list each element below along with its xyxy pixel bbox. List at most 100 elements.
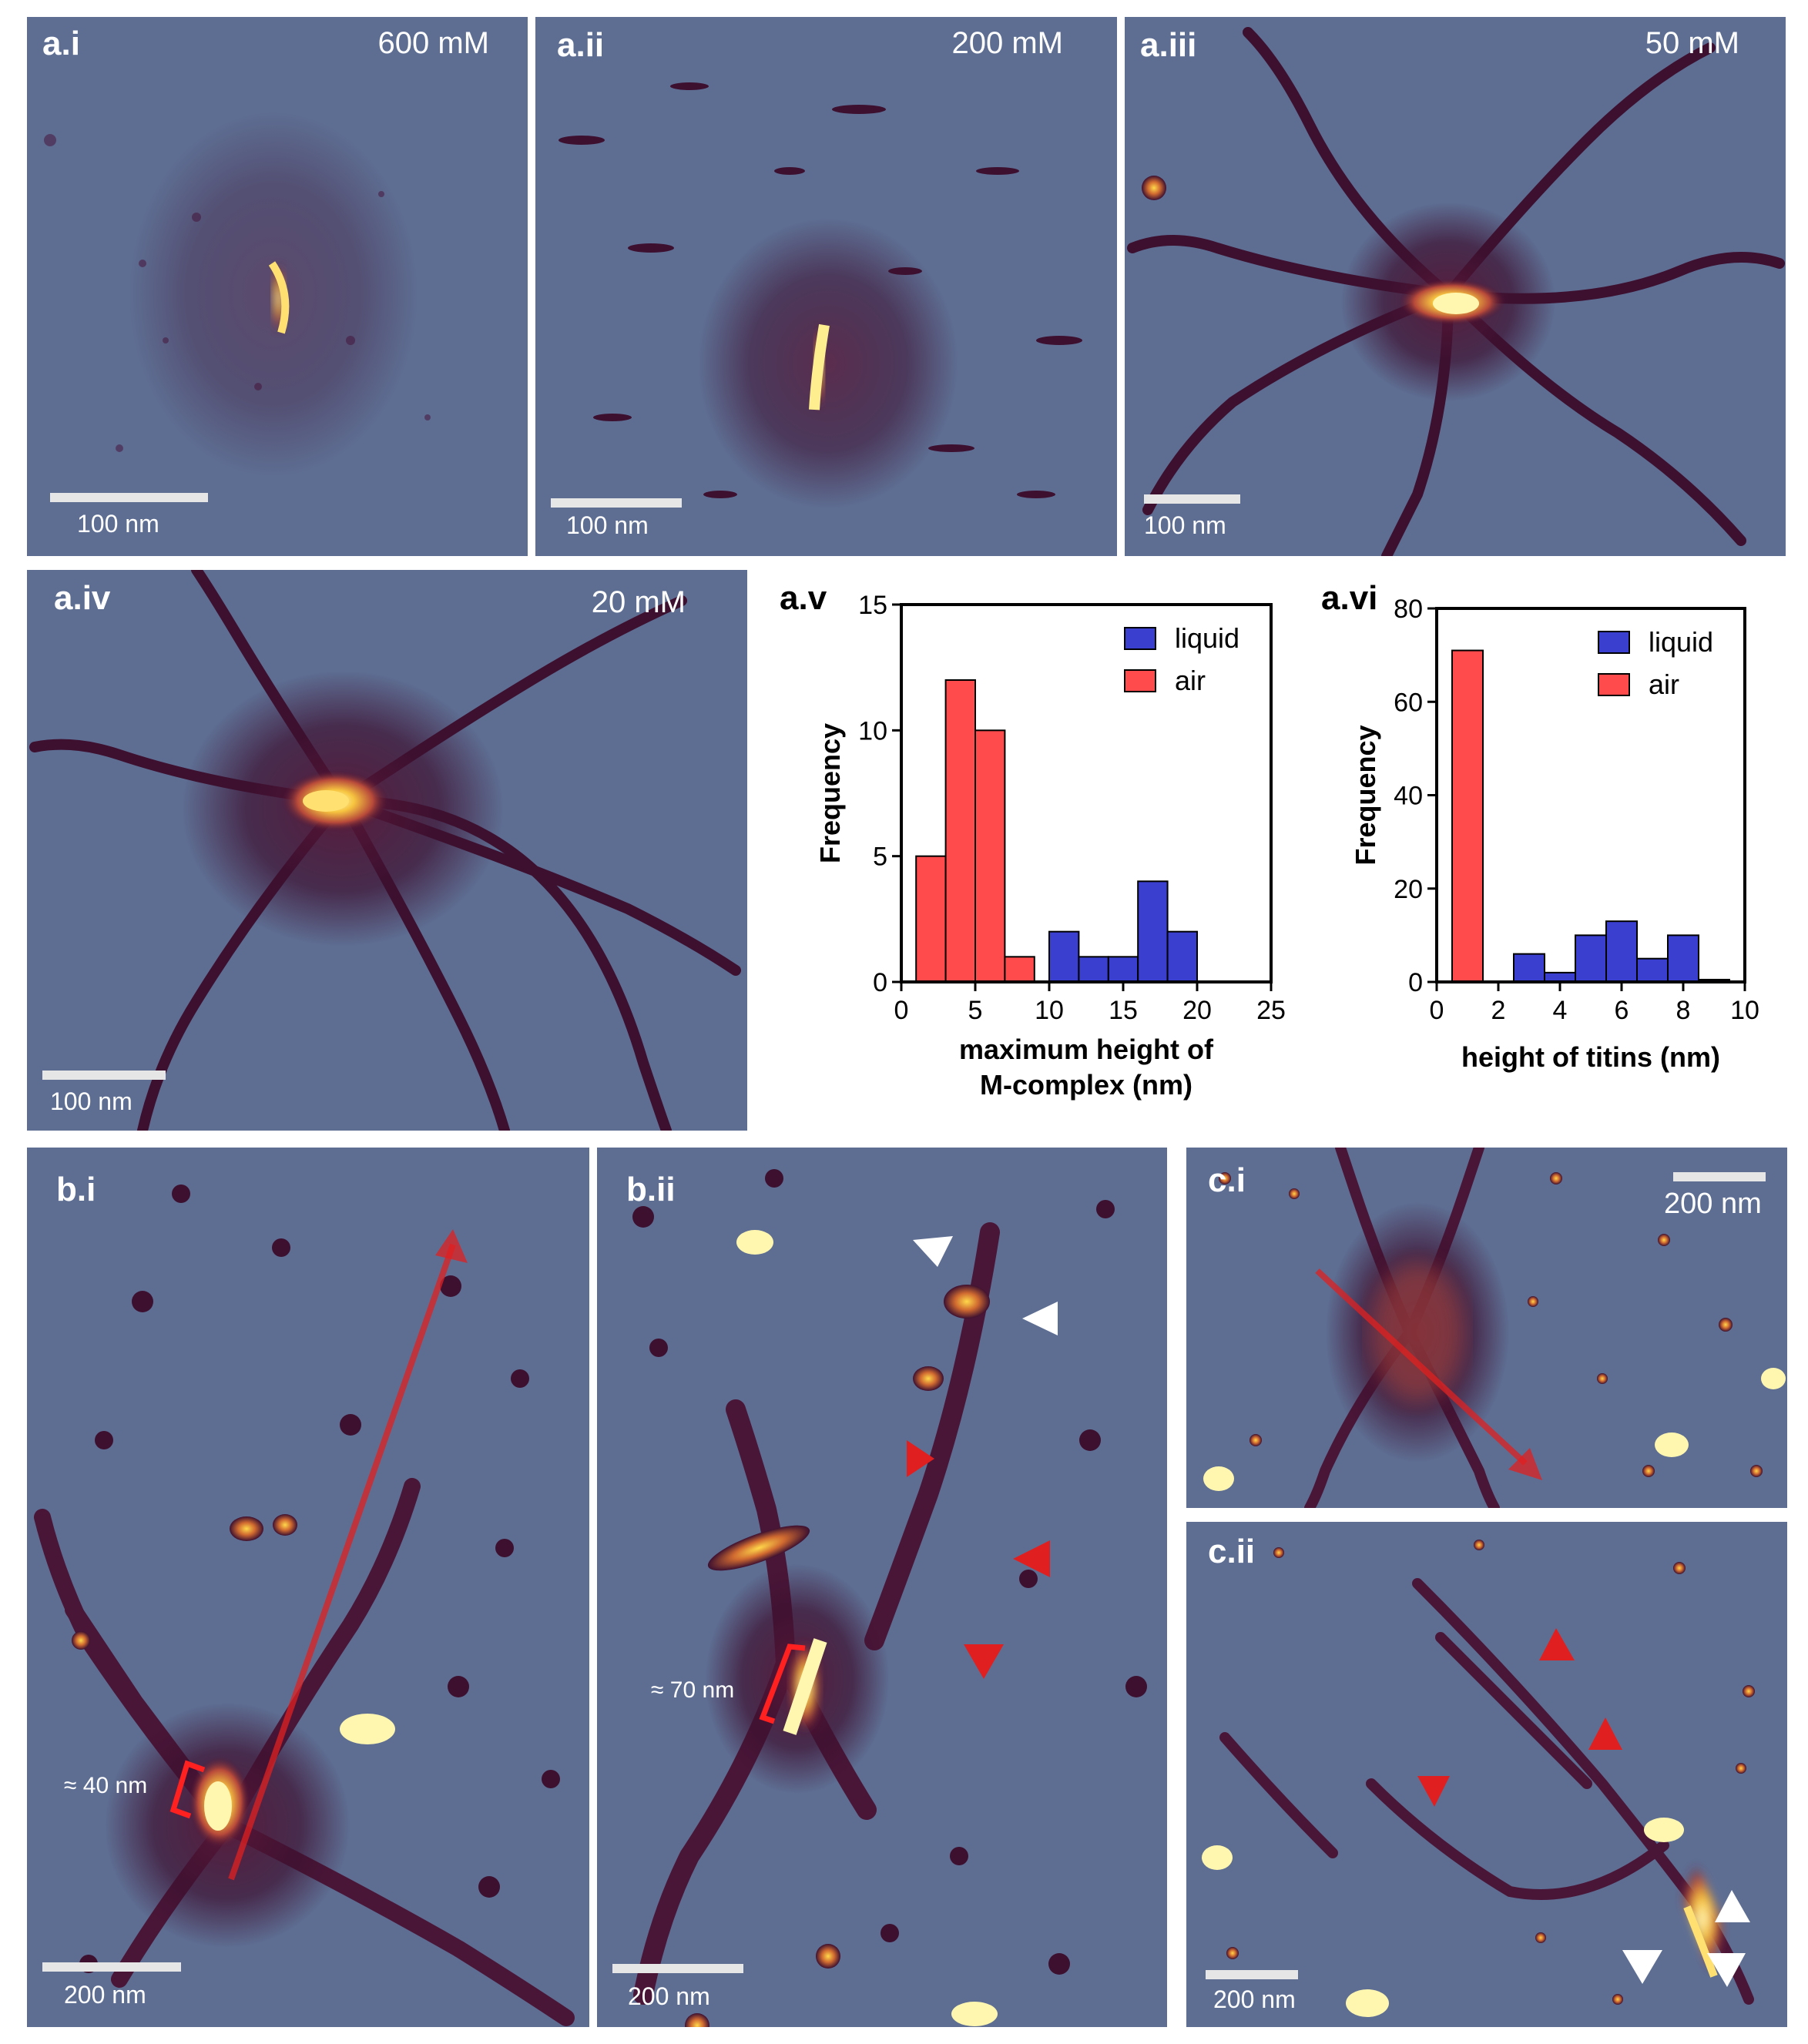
histogram-plot: 0 5 10 15 20 25 0 5 10 15 Frequency maximum height … xyxy=(814,591,1286,1101)
bar-air xyxy=(974,729,1006,983)
scale-label: 100 nm xyxy=(50,1087,132,1115)
scale-label: 200 nm xyxy=(64,1981,146,2009)
x-tick-label: 10 xyxy=(1035,996,1064,1025)
bar-air xyxy=(1004,956,1035,983)
x-tick-label: 0 xyxy=(894,996,909,1025)
afm-texture xyxy=(29,570,741,1131)
afm-image-a-i: a.i 600 mM 100 nm xyxy=(27,17,528,556)
panel-label: a.i xyxy=(42,25,80,62)
x-axis-label-line2: M-complex (nm) xyxy=(980,1069,1192,1101)
histogram-plot: 0 2 4 6 8 10 0 20 40 60 80 Frequency height of titin… xyxy=(1350,595,1759,1073)
concentration-label: 50 mM xyxy=(1645,26,1739,60)
bar-liquid xyxy=(1137,880,1169,983)
afm-texture xyxy=(632,1169,1147,2027)
x-tick-label: 15 xyxy=(1109,996,1138,1025)
bar-liquid xyxy=(1636,957,1669,983)
afm-image-b-i: b.i ≈ 40 nm 200 nm xyxy=(27,1148,589,2027)
concentration-label: 200 mM xyxy=(951,26,1064,60)
afm-texture xyxy=(34,1185,575,2026)
afm-image-a-iii: a.iii 50 mM 100 nm xyxy=(1125,17,1786,556)
scale-bar xyxy=(612,1964,743,1973)
panel-label: b.ii xyxy=(626,1171,676,1208)
y-axis-label: Frequency xyxy=(1350,725,1381,865)
scale-label: 200 nm xyxy=(1664,1188,1762,1220)
afm-texture xyxy=(44,109,431,479)
bar-liquid xyxy=(1513,953,1545,983)
y-tick-label: 0 xyxy=(1408,968,1423,997)
bar-liquid xyxy=(1078,956,1109,983)
y-tick-label: 60 xyxy=(1394,688,1423,717)
width-annotation: ≈ 40 nm xyxy=(64,1773,148,1798)
scale-bar xyxy=(1144,494,1240,504)
y-tick-label: 0 xyxy=(873,968,887,997)
y-tick-label: 10 xyxy=(858,716,887,746)
afm-image-a-iv: a.iv 20 mM 100 nm xyxy=(27,570,747,1131)
legend-swatch-liquid xyxy=(1598,631,1630,654)
bar-liquid xyxy=(1575,934,1607,983)
panel-label: b.i xyxy=(56,1171,96,1208)
scale-label: 200 nm xyxy=(628,1982,710,2010)
scale-label: 100 nm xyxy=(1144,511,1226,539)
width-annotation: ≈ 70 nm xyxy=(651,1677,735,1703)
histogram-a-v: a.v 0 5 10 15 20 25 0 5 10 15 Frequency maximum hei… xyxy=(770,570,1310,1124)
scale-bar xyxy=(551,498,682,508)
x-tick-label: 2 xyxy=(1491,996,1506,1025)
plot-frame xyxy=(900,603,1273,983)
legend-label-liquid: liquid xyxy=(1175,622,1239,654)
y-tick-label: 40 xyxy=(1394,782,1423,811)
scale-bar xyxy=(42,1962,181,1972)
y-axis-label: Frequency xyxy=(814,723,846,863)
scale-label: 100 nm xyxy=(566,511,649,539)
panel-label: c.i xyxy=(1208,1161,1246,1199)
bar-air xyxy=(915,855,947,983)
scale-bar xyxy=(1673,1172,1766,1181)
x-tick-label: 4 xyxy=(1553,996,1568,1025)
panel-label: a.vi xyxy=(1321,579,1378,617)
legend-swatch-air xyxy=(1598,673,1630,696)
y-tick-label: 15 xyxy=(858,591,887,620)
y-tick-label: 20 xyxy=(1394,875,1423,904)
legend-label-air: air xyxy=(1649,668,1679,700)
panel-label: a.v xyxy=(780,579,827,617)
x-tick-label: 0 xyxy=(1430,996,1444,1025)
panel-label: a.iv xyxy=(54,579,111,617)
scale-label: 100 nm xyxy=(77,510,159,538)
afm-texture xyxy=(1203,1148,1786,1508)
bar-liquid xyxy=(1107,956,1139,983)
afm-image-c-i: c.i 200 nm xyxy=(1186,1148,1787,1508)
x-axis-label: maximum height of xyxy=(959,1034,1214,1065)
scale-label: 200 nm xyxy=(1213,1985,1296,2013)
afm-texture xyxy=(1127,27,1785,556)
afm-image-a-ii: a.ii 200 mM 100 nm xyxy=(535,17,1117,556)
afm-image-b-ii: b.ii ≈ 70 nm 200 nm xyxy=(597,1148,1167,2027)
x-axis-label: height of titins (nm) xyxy=(1461,1041,1720,1073)
scale-bar xyxy=(42,1071,166,1080)
x-tick-label: 8 xyxy=(1676,996,1691,1025)
bar-air xyxy=(944,679,977,983)
panel-label: c.ii xyxy=(1208,1533,1256,1570)
concentration-label: 20 mM xyxy=(591,585,686,619)
bar-liquid xyxy=(1667,934,1699,983)
x-tick-label: 6 xyxy=(1615,996,1629,1025)
afm-texture xyxy=(559,82,1082,510)
y-tick-label: 5 xyxy=(873,843,887,872)
bar-liquid xyxy=(1048,930,1080,983)
y-tick-label: 80 xyxy=(1394,595,1423,624)
bar-liquid xyxy=(1605,920,1638,983)
legend-swatch-liquid xyxy=(1124,627,1156,650)
scale-bar xyxy=(50,493,208,502)
afm-image-c-ii: c.ii 200 nm xyxy=(1186,1522,1787,2027)
panel-label: a.iii xyxy=(1140,26,1197,64)
legend-label-air: air xyxy=(1175,665,1206,696)
panel-label: a.ii xyxy=(557,26,605,64)
x-tick-label: 10 xyxy=(1730,996,1759,1025)
afm-texture xyxy=(1202,1540,1755,2017)
x-tick-label: 20 xyxy=(1182,996,1212,1025)
bar-liquid xyxy=(1166,930,1198,983)
concentration-label: 600 mM xyxy=(377,26,490,60)
scale-bar xyxy=(1206,1970,1298,1979)
x-tick-label: 5 xyxy=(968,996,983,1025)
histogram-a-vi: a.vi 0 2 4 6 8 10 0 20 40 60 80 Frequency height of … xyxy=(1313,570,1791,1124)
x-tick-label: 25 xyxy=(1256,996,1286,1025)
bar-air xyxy=(1451,649,1484,983)
